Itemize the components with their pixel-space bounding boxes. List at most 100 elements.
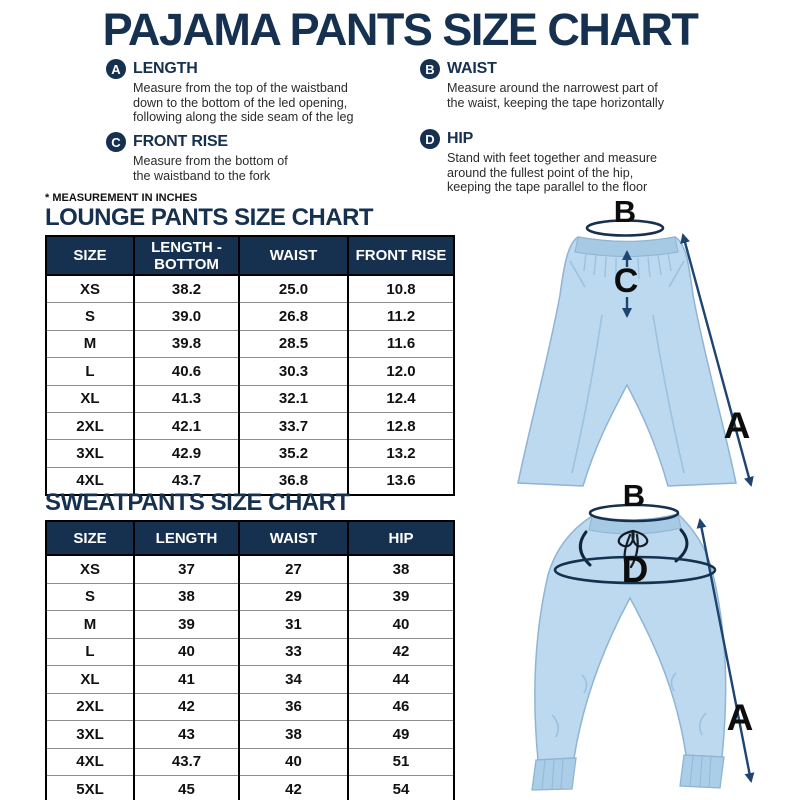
column-header: LENGTH [133,520,240,556]
measurement-cell: 10.8 [347,274,455,304]
size-cell: M [45,610,135,639]
definition-front-rise-desc: Measure from the bottom of the waistband… [133,154,288,183]
measurement-cell: 38 [133,582,240,611]
size-cell: L [45,357,135,386]
size-cell: XL [45,384,135,413]
measurement-cell: 42 [133,692,240,721]
column-header: FRONT RISE [347,235,455,276]
size-cell: 4XL [45,747,135,776]
measurement-cell: 39.8 [133,329,240,359]
measurement-cell: 31 [238,610,349,639]
definition-waist-term: WAIST [447,60,497,77]
measurement-cell: 39.0 [133,302,240,331]
table-row: 5XL 45 42 54 [45,775,455,800]
page-title: PAJAMA PANTS SIZE CHART [102,4,699,55]
size-cell: 3XL [45,720,135,749]
measurement-units-note: * MEASUREMENT IN INCHES [45,192,198,204]
measurement-cell: 35.2 [238,439,349,468]
measurement-cell: 29 [238,582,349,611]
measurement-cell: 49 [347,720,455,749]
table-row: 4XL 43.7 40 51 [45,747,455,776]
lounge-table-title: LOUNGE PANTS SIZE CHART [45,204,374,231]
size-cell: 5XL [45,775,135,800]
table-row: 2XL 42 36 46 [45,692,455,721]
sweat-hip-label: D [622,549,649,590]
measurement-cell: 38 [347,554,455,584]
definition-hip: D HIP Stand with feet together and measu… [420,129,720,195]
measurement-cell: 44 [347,665,455,694]
measurement-cell: 11.2 [347,302,455,331]
size-cell: S [45,302,135,331]
table-row: 3XL 42.9 35.2 13.2 [45,439,455,468]
letter-a-badge: A [106,59,126,79]
definition-length: A LENGTH Measure from the top of the wai… [106,59,406,125]
sweat-waist-ellipse [588,503,680,523]
definition-length-desc: Measure from the top of the waistband do… [133,81,354,125]
lounge-front-rise-label: C [614,262,639,300]
size-cell: 3XL [45,439,135,468]
table-row: M 39.8 28.5 11.6 [45,329,455,359]
measurement-cell: 43.7 [133,466,240,497]
table-row: S 39.0 26.8 11.2 [45,302,455,331]
measurement-cell: 46 [347,692,455,721]
measurement-cell: 13.2 [347,439,455,468]
lounge-waist-label: B [614,195,636,229]
measurement-cell: 12.0 [347,357,455,386]
measurement-cell: 41.3 [133,384,240,413]
definition-waist-desc: Measure around the narrowest part of the… [447,81,665,110]
sweat-length-label: A [727,697,754,738]
measurement-cell: 27 [238,554,349,584]
measurement-cell: 26.8 [238,302,349,331]
lounge-header-row: SIZE LENGTH - BOTTOM WAIST FRONT RISE [45,235,455,276]
measurement-cell: 37 [133,554,240,584]
sweatpants-shape [534,513,727,761]
waist-ellipse [585,219,665,237]
table-row: 3XL 43 38 49 [45,720,455,749]
measurement-cell: 36.8 [238,466,349,497]
sweatpants-size-table: SIZE LENGTH WAIST HIP XS 37 27 38 S 38 29 39 M 39 31 4… [45,520,455,800]
sweat-table-title: SWEATPANTS SIZE CHART [45,489,350,516]
column-header: SIZE [45,235,135,276]
lounge-waistband [574,236,679,257]
sweat-header-row: SIZE LENGTH WAIST HIP [45,520,455,556]
table-row: L 40.6 30.3 12.0 [45,357,455,386]
table-row: L 40 33 42 [45,637,455,666]
measurement-cell: 12.4 [347,384,455,413]
table-row: XS 37 27 38 [45,554,455,584]
letter-b-badge: B [420,59,440,79]
measurement-cell: 13.6 [347,466,455,497]
table-row: XL 41 34 44 [45,665,455,694]
table-row: S 38 29 39 [45,582,455,611]
measurement-cell: 39 [133,610,240,639]
definition-hip-term: HIP [447,130,474,147]
column-header: WAIST [238,520,349,556]
size-cell: 4XL [45,466,135,497]
lounge-length-label: A [724,405,751,446]
letter-d-badge: D [420,129,440,149]
column-header: HIP [347,520,455,556]
measurement-cell: 34 [238,665,349,694]
measurement-cell: 38 [238,720,349,749]
size-cell: XS [45,274,135,304]
definition-front-rise-term: FRONT RISE [133,133,228,150]
measurement-cell: 39 [347,582,455,611]
measurement-cell: 32.1 [238,384,349,413]
table-row: XS 38.2 25.0 10.8 [45,274,455,304]
measurement-cell: 33.7 [238,411,349,441]
definition-length-term: LENGTH [133,60,198,77]
measurement-cell: 51 [347,747,455,776]
hip-ellipse [553,555,717,585]
column-header: SIZE [45,520,135,556]
measurement-cell: 40 [133,637,240,666]
measurement-cell: 40 [347,610,455,639]
measurement-cell: 25.0 [238,274,349,304]
length-arrow [680,233,754,487]
table-row: M 39 31 40 [45,610,455,639]
size-cell: XL [45,665,135,694]
definition-front-rise: C FRONT RISE Measure from the bottom of … [106,132,406,183]
measurement-cell: 30.3 [238,357,349,386]
table-row: XL 41.3 32.1 12.4 [45,384,455,413]
measurement-cell: 38.2 [133,274,240,304]
measurement-cell: 33 [238,637,349,666]
